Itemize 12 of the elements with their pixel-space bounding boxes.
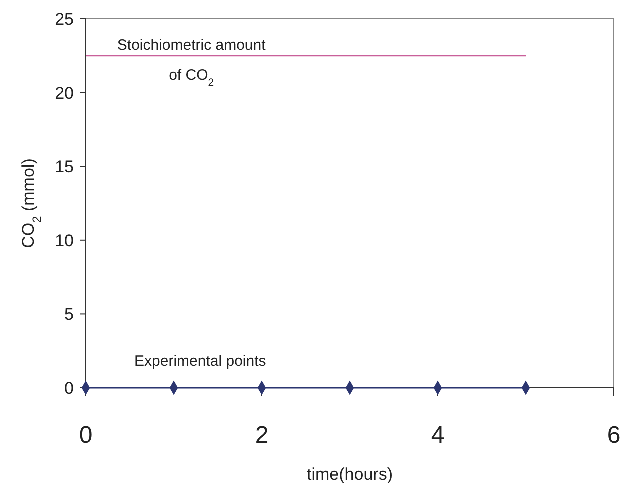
- x-tick-label: 4: [431, 422, 445, 449]
- y-tick-label: 20: [55, 84, 74, 103]
- annotation: Experimental points: [134, 353, 266, 370]
- y-tick-label: 0: [64, 378, 74, 398]
- x-axis-title: time(hours): [307, 465, 393, 484]
- y-tick-label: 5: [64, 305, 74, 324]
- x-tick-label: 6: [607, 422, 621, 449]
- y-tick-label: 10: [55, 231, 74, 250]
- y-tick-label: 25: [55, 10, 74, 29]
- annotation: Stoichiometric amount of CO$_{2}$: [117, 36, 267, 89]
- x-tick-label: 2: [255, 422, 269, 449]
- y-tick-label: 15: [55, 158, 74, 177]
